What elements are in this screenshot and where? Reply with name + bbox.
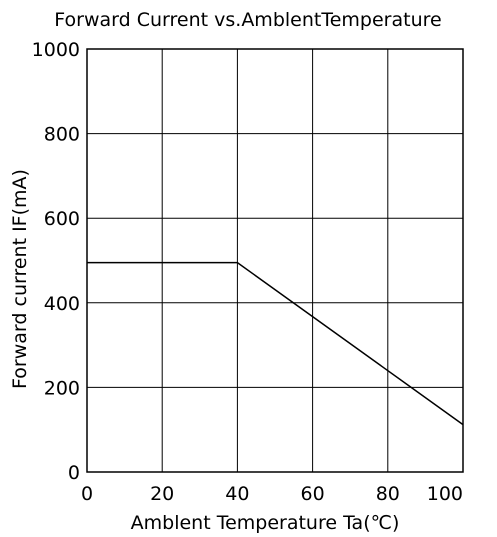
y-tick-label: 600	[44, 208, 80, 230]
y-tick-labels: 0 200 400 600 800 1000	[32, 39, 80, 484]
x-tick-label: 100	[427, 483, 463, 505]
y-tick-label: 0	[68, 462, 80, 484]
plot-frame	[86, 48, 464, 473]
x-tick-label: 80	[376, 483, 400, 505]
y-tick-label: 400	[44, 293, 80, 315]
chart-title: Forward Current vs.AmblentTemperature	[54, 9, 441, 31]
x-tick-label: 0	[81, 483, 93, 505]
x-tick-labels: 0 20 40 60 80 100	[81, 483, 463, 505]
y-tick-label: 1000	[32, 39, 80, 61]
series-line-0	[87, 261, 464, 426]
y-tick-label: 800	[44, 124, 80, 146]
x-tick-label: 20	[150, 483, 174, 505]
series-group	[87, 261, 464, 426]
x-tick-label: 60	[301, 483, 325, 505]
grid-lines	[87, 49, 463, 472]
y-axis-label: Forward current IF(mA)	[9, 169, 31, 389]
x-tick-label: 40	[225, 483, 249, 505]
x-axis-label: Amblent Temperature Ta(℃)	[131, 512, 400, 534]
y-tick-label: 200	[44, 377, 80, 399]
